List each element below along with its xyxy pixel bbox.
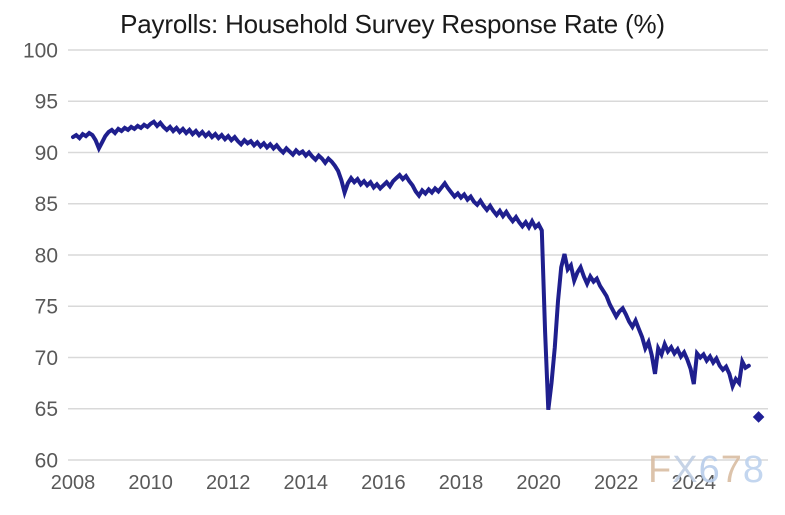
y-tick-label: 75 [35, 296, 58, 319]
watermark-letter: X [672, 449, 699, 491]
chart-title: Payrolls: Household Survey Response Rate… [120, 9, 665, 39]
x-tick-label: 2022 [594, 472, 639, 494]
x-tick-label: 2014 [284, 472, 329, 494]
x-tick-label: 2018 [439, 472, 484, 494]
y-tick-label: 70 [35, 347, 58, 370]
watermark-letter: 7 [720, 449, 743, 491]
x-tick-label: 2020 [516, 472, 561, 494]
y-tick-label: 90 [35, 142, 58, 165]
x-tick-label: 2010 [128, 472, 173, 494]
y-tick-label: 80 [35, 244, 58, 267]
x-tick-label: 2008 [51, 472, 96, 494]
watermark-letter: 6 [698, 449, 721, 491]
y-tick-label: 95 [35, 91, 58, 114]
latest-point-marker [752, 411, 765, 423]
watermark-letter: F [648, 449, 673, 491]
y-tick-label: 100 [23, 39, 58, 62]
y-tick-label: 85 [35, 193, 58, 216]
x-tick-label: 2012 [206, 472, 251, 494]
y-tick-label: 65 [35, 398, 58, 421]
watermark: FX678 [648, 451, 765, 489]
y-tick-label: 60 [35, 449, 58, 472]
x-tick-label: 2024 [672, 472, 717, 494]
watermark-letter: 8 [742, 449, 765, 491]
response-rate-line [71, 119, 751, 411]
x-tick-label: 2016 [361, 472, 406, 494]
